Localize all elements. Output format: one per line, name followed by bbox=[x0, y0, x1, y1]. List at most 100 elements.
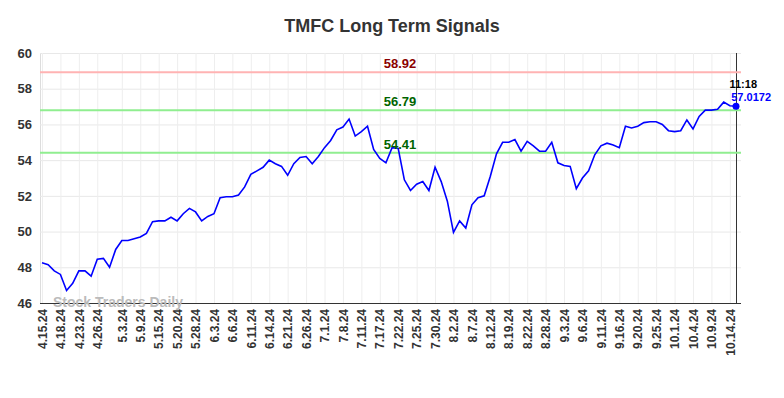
x-grid-line bbox=[79, 53, 80, 303]
x-grid-line bbox=[435, 53, 436, 303]
x-tick: 9.11.24 bbox=[595, 53, 609, 348]
x-tick-label: 9.20.24 bbox=[631, 309, 645, 349]
x-tick: 7.8.24 bbox=[337, 53, 351, 342]
x-tick-label: 5.28.24 bbox=[189, 309, 203, 349]
x-tick-label: 4.26.24 bbox=[91, 309, 105, 349]
y-tick: 60 bbox=[18, 46, 741, 61]
x-grid-line bbox=[527, 53, 528, 303]
x-grid-line bbox=[196, 53, 197, 303]
watermark: Stock Traders Daily bbox=[53, 294, 183, 310]
price-line bbox=[42, 102, 736, 290]
y-grid-line bbox=[40, 232, 741, 233]
x-grid-line bbox=[361, 53, 362, 303]
x-grid-line bbox=[417, 53, 418, 303]
x-tick-label: 8.19.24 bbox=[502, 309, 516, 349]
x-tick-label: 8.22.24 bbox=[521, 309, 535, 349]
x-tick-label: 7.11.24 bbox=[355, 309, 369, 349]
x-grid-line bbox=[453, 53, 454, 303]
x-tick-label: 4.23.24 bbox=[73, 309, 87, 349]
x-grid-line bbox=[398, 53, 399, 303]
x-grid-line bbox=[232, 53, 233, 303]
x-grid-line bbox=[711, 53, 712, 303]
y-tick: 54 bbox=[18, 153, 741, 168]
x-grid-line bbox=[288, 53, 289, 303]
x-tick-label: 10.4.24 bbox=[687, 309, 701, 349]
x-tick: 7.11.24 bbox=[355, 53, 369, 348]
x-tick: 8.19.24 bbox=[502, 53, 516, 349]
y-tick-label: 48 bbox=[18, 260, 32, 275]
x-tick-label: 7.1.24 bbox=[318, 309, 332, 343]
x-tick: 9.20.24 bbox=[631, 53, 645, 349]
x-tick: 9.16.24 bbox=[613, 53, 627, 349]
x-grid-line bbox=[693, 53, 694, 303]
x-tick: 8.28.24 bbox=[539, 53, 553, 349]
x-tick: 6.6.24 bbox=[226, 53, 240, 342]
x-tick-label: 9.3.24 bbox=[558, 309, 572, 343]
x-grid-line bbox=[159, 53, 160, 303]
x-grid-line bbox=[306, 53, 307, 303]
x-grid-line bbox=[251, 53, 252, 303]
y-tick: 52 bbox=[18, 189, 741, 204]
reference-line bbox=[40, 71, 741, 73]
x-tick-label: 5.20.24 bbox=[171, 309, 185, 349]
x-tick: 6.21.24 bbox=[281, 53, 295, 349]
x-tick-label: 6.3.24 bbox=[208, 309, 222, 343]
x-tick: 7.30.24 bbox=[429, 53, 443, 349]
reference-label: 56.79 bbox=[384, 94, 417, 109]
y-tick-label: 46 bbox=[18, 296, 32, 311]
y-tick: 48 bbox=[18, 260, 741, 275]
y-tick-label: 58 bbox=[18, 81, 32, 96]
y-tick-label: 60 bbox=[18, 46, 32, 61]
x-tick: 7.1.24 bbox=[318, 53, 332, 342]
x-tick: 5.28.24 bbox=[189, 53, 203, 349]
x-grid-line bbox=[509, 53, 510, 303]
y-tick-label: 52 bbox=[18, 189, 32, 204]
x-tick: 10.4.24 bbox=[687, 53, 701, 349]
last-value-label: 57.0172 bbox=[731, 91, 771, 103]
x-grid-line bbox=[656, 53, 657, 303]
x-tick-label: 9.16.24 bbox=[613, 309, 627, 349]
title: TMFC Long Term Signals bbox=[284, 16, 500, 36]
x-grid-line bbox=[472, 53, 473, 303]
x-tick: 9.6.24 bbox=[576, 53, 590, 342]
x-tick-label: 8.7.24 bbox=[466, 309, 480, 343]
x-grid-line bbox=[546, 53, 547, 303]
x-tick-label: 4.15.24 bbox=[36, 309, 50, 349]
last-point bbox=[733, 103, 740, 110]
x-tick-label: 10.9.24 bbox=[705, 309, 719, 349]
x-tick-label: 4.18.24 bbox=[54, 309, 68, 349]
x-tick-label: 6.26.24 bbox=[300, 309, 314, 349]
x-grid-line bbox=[177, 53, 178, 303]
x-tick-label: 10.14.24 bbox=[724, 309, 738, 356]
x-grid-line bbox=[122, 53, 123, 303]
x-tick-label: 9.6.24 bbox=[576, 309, 590, 343]
x-grid-line bbox=[42, 53, 43, 303]
y-tick: 58 bbox=[18, 81, 741, 96]
time-label: 11:18 bbox=[729, 78, 757, 90]
x-tick-label: 7.8.24 bbox=[337, 309, 351, 343]
x-tick-label: 5.3.24 bbox=[116, 309, 130, 343]
x-tick: 6.26.24 bbox=[300, 53, 314, 349]
x-tick-label: 5.9.24 bbox=[134, 309, 148, 343]
x-tick-label: 6.14.24 bbox=[263, 309, 277, 349]
x-grid-line bbox=[269, 53, 270, 303]
y-tick-label: 56 bbox=[18, 117, 32, 132]
x-tick: 9.3.24 bbox=[558, 53, 572, 342]
x-tick-label: 7.22.24 bbox=[392, 309, 406, 349]
y-grid-line bbox=[40, 89, 741, 90]
plot-area bbox=[42, 102, 740, 290]
x-tick: 8.22.24 bbox=[521, 53, 535, 349]
x-grid-line bbox=[214, 53, 215, 303]
x-tick: 10.1.24 bbox=[668, 53, 682, 349]
x-grid-line bbox=[380, 53, 381, 303]
y-axis: 46 48 50 52 54 56 58 60 bbox=[18, 46, 741, 311]
reference-label: 54.41 bbox=[384, 137, 417, 152]
x-grid-line bbox=[675, 53, 676, 303]
y-tick-label: 50 bbox=[18, 224, 32, 239]
y-grid-line bbox=[40, 160, 741, 161]
x-tick: 6.14.24 bbox=[263, 53, 277, 349]
x-tick-label: 9.25.24 bbox=[650, 309, 664, 349]
y-tick: 50 bbox=[18, 224, 741, 239]
x-tick-label: 8.28.24 bbox=[539, 309, 553, 349]
x-grid-line bbox=[638, 53, 639, 303]
